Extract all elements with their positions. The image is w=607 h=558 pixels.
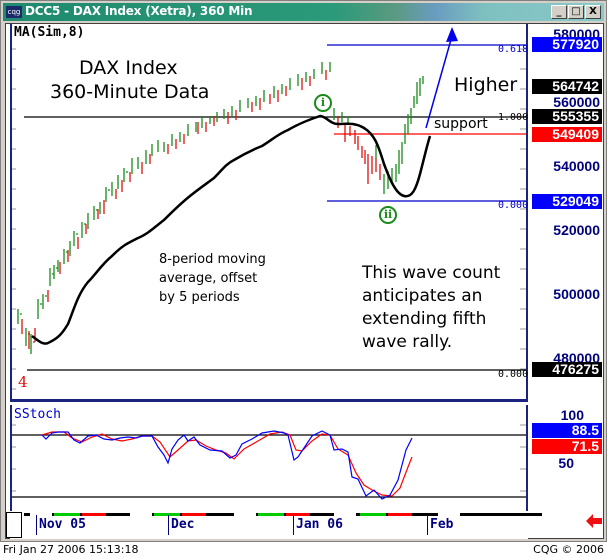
ma-annotation-line: average, offset: [159, 271, 258, 286]
stoch-d-marker: 71.5: [532, 439, 602, 454]
price-marker-support: 549409: [532, 127, 602, 142]
date-label-jan: Jan 06: [293, 515, 343, 535]
price-axis[interactable]: 580000 560000 540000 520000 500000 48000…: [530, 24, 604, 402]
arrow-head-icon: [446, 27, 458, 42]
stoch-tick: 100: [560, 407, 584, 423]
price-tick: 540000: [553, 158, 600, 174]
fib-0000-bottom-label: 0.000: [498, 369, 529, 380]
wave-i-marker: i: [314, 94, 332, 112]
stoch-indicator-label: SStoch: [14, 407, 61, 422]
scroll-home-button[interactable]: [6, 512, 22, 538]
wave-annotation-line: anticipates an: [362, 286, 483, 306]
status-bar: Fri Jan 27 2006 15:13:18 CQG © 2006: [0, 542, 607, 558]
window-title: DCC5 - DAX Index (Xetra), 360 Min: [25, 4, 253, 18]
support-label: support: [434, 116, 488, 132]
price-marker-resistance: 555355: [532, 109, 602, 124]
chart-title-line1: DAX Index: [79, 57, 178, 79]
price-marker-wave-ii: 529049: [532, 194, 602, 209]
fib-0000-label: 0.000: [498, 200, 529, 211]
stoch-tick: 50: [558, 455, 574, 471]
copyright: CQG © 2006: [533, 543, 604, 556]
stoch-d-line: [41, 431, 413, 497]
ma-annotation: 8-period moving average, offset by 5 per…: [159, 250, 266, 307]
wave-4-label: 4: [18, 373, 28, 391]
chart-frame: MA(Sim,8) DAX Index 360-Minute Data 8-pe…: [5, 23, 604, 539]
fib-0618-label: 0.618: [498, 44, 529, 55]
stochastic-pane[interactable]: SStoch: [10, 405, 528, 511]
date-axis[interactable]: Nov 05 Dec Jan 06 Feb: [10, 511, 542, 539]
ma-indicator-label: MA(Sim,8): [14, 25, 85, 40]
wave-annotation-line: extending fifth: [362, 309, 487, 329]
wave-count-annotation: This wave count anticipates an extending…: [362, 262, 500, 354]
stoch-k-line: [41, 430, 413, 500]
stoch-k-marker: 88.5: [532, 423, 602, 438]
cqg-logo-icon: cqg: [6, 6, 22, 18]
wave-annotation-line: wave rally.: [362, 332, 453, 352]
title-bar[interactable]: cqg DCC5 - DAX Index (Xetra), 360 Min _ …: [3, 3, 604, 21]
chart-title-line2: 360-Minute Data: [50, 81, 210, 103]
price-tick: 500000: [553, 286, 600, 302]
price-marker-last: 564742: [532, 79, 602, 94]
maximize-button[interactable]: □: [568, 5, 584, 19]
chart-window: cqg DCC5 - DAX Index (Xetra), 360 Min _ …: [0, 0, 607, 542]
fib-1000-label: 1.000: [498, 112, 529, 123]
price-tick: 560000: [553, 94, 600, 110]
moving-average-line: [31, 114, 432, 345]
ma-annotation-line: 8-period moving: [159, 252, 266, 267]
projection-arrow: [425, 35, 453, 129]
close-button[interactable]: X: [585, 5, 601, 19]
price-marker-0618: 577920: [532, 37, 602, 52]
price-chart-svg: [12, 27, 526, 390]
scroll-left-arrow-icon[interactable]: [586, 514, 602, 528]
price-tick: 520000: [553, 222, 600, 238]
wave-ii-marker: ii: [379, 206, 397, 224]
stochastic-chart-svg: [12, 424, 526, 500]
timestamp: Fri Jan 27 2006 15:13:18: [3, 543, 139, 556]
date-label-feb: Feb: [427, 515, 453, 535]
date-label-nov: Nov 05: [36, 515, 86, 535]
ma-annotation-line: by 5 periods: [159, 290, 240, 305]
stochastic-axis[interactable]: 100 50 88.5 71.5: [530, 405, 604, 511]
session-color-bar: [24, 513, 542, 516]
higher-label: Higher: [454, 74, 518, 96]
date-label-dec: Dec: [168, 515, 194, 535]
wave-annotation-line: This wave count: [362, 263, 501, 283]
price-pane[interactable]: MA(Sim,8) DAX Index 360-Minute Data 8-pe…: [10, 24, 528, 402]
window-controls: _ □ X: [551, 5, 601, 19]
minimize-button[interactable]: _: [551, 5, 567, 19]
price-marker-wave-4: 476275: [532, 362, 602, 377]
